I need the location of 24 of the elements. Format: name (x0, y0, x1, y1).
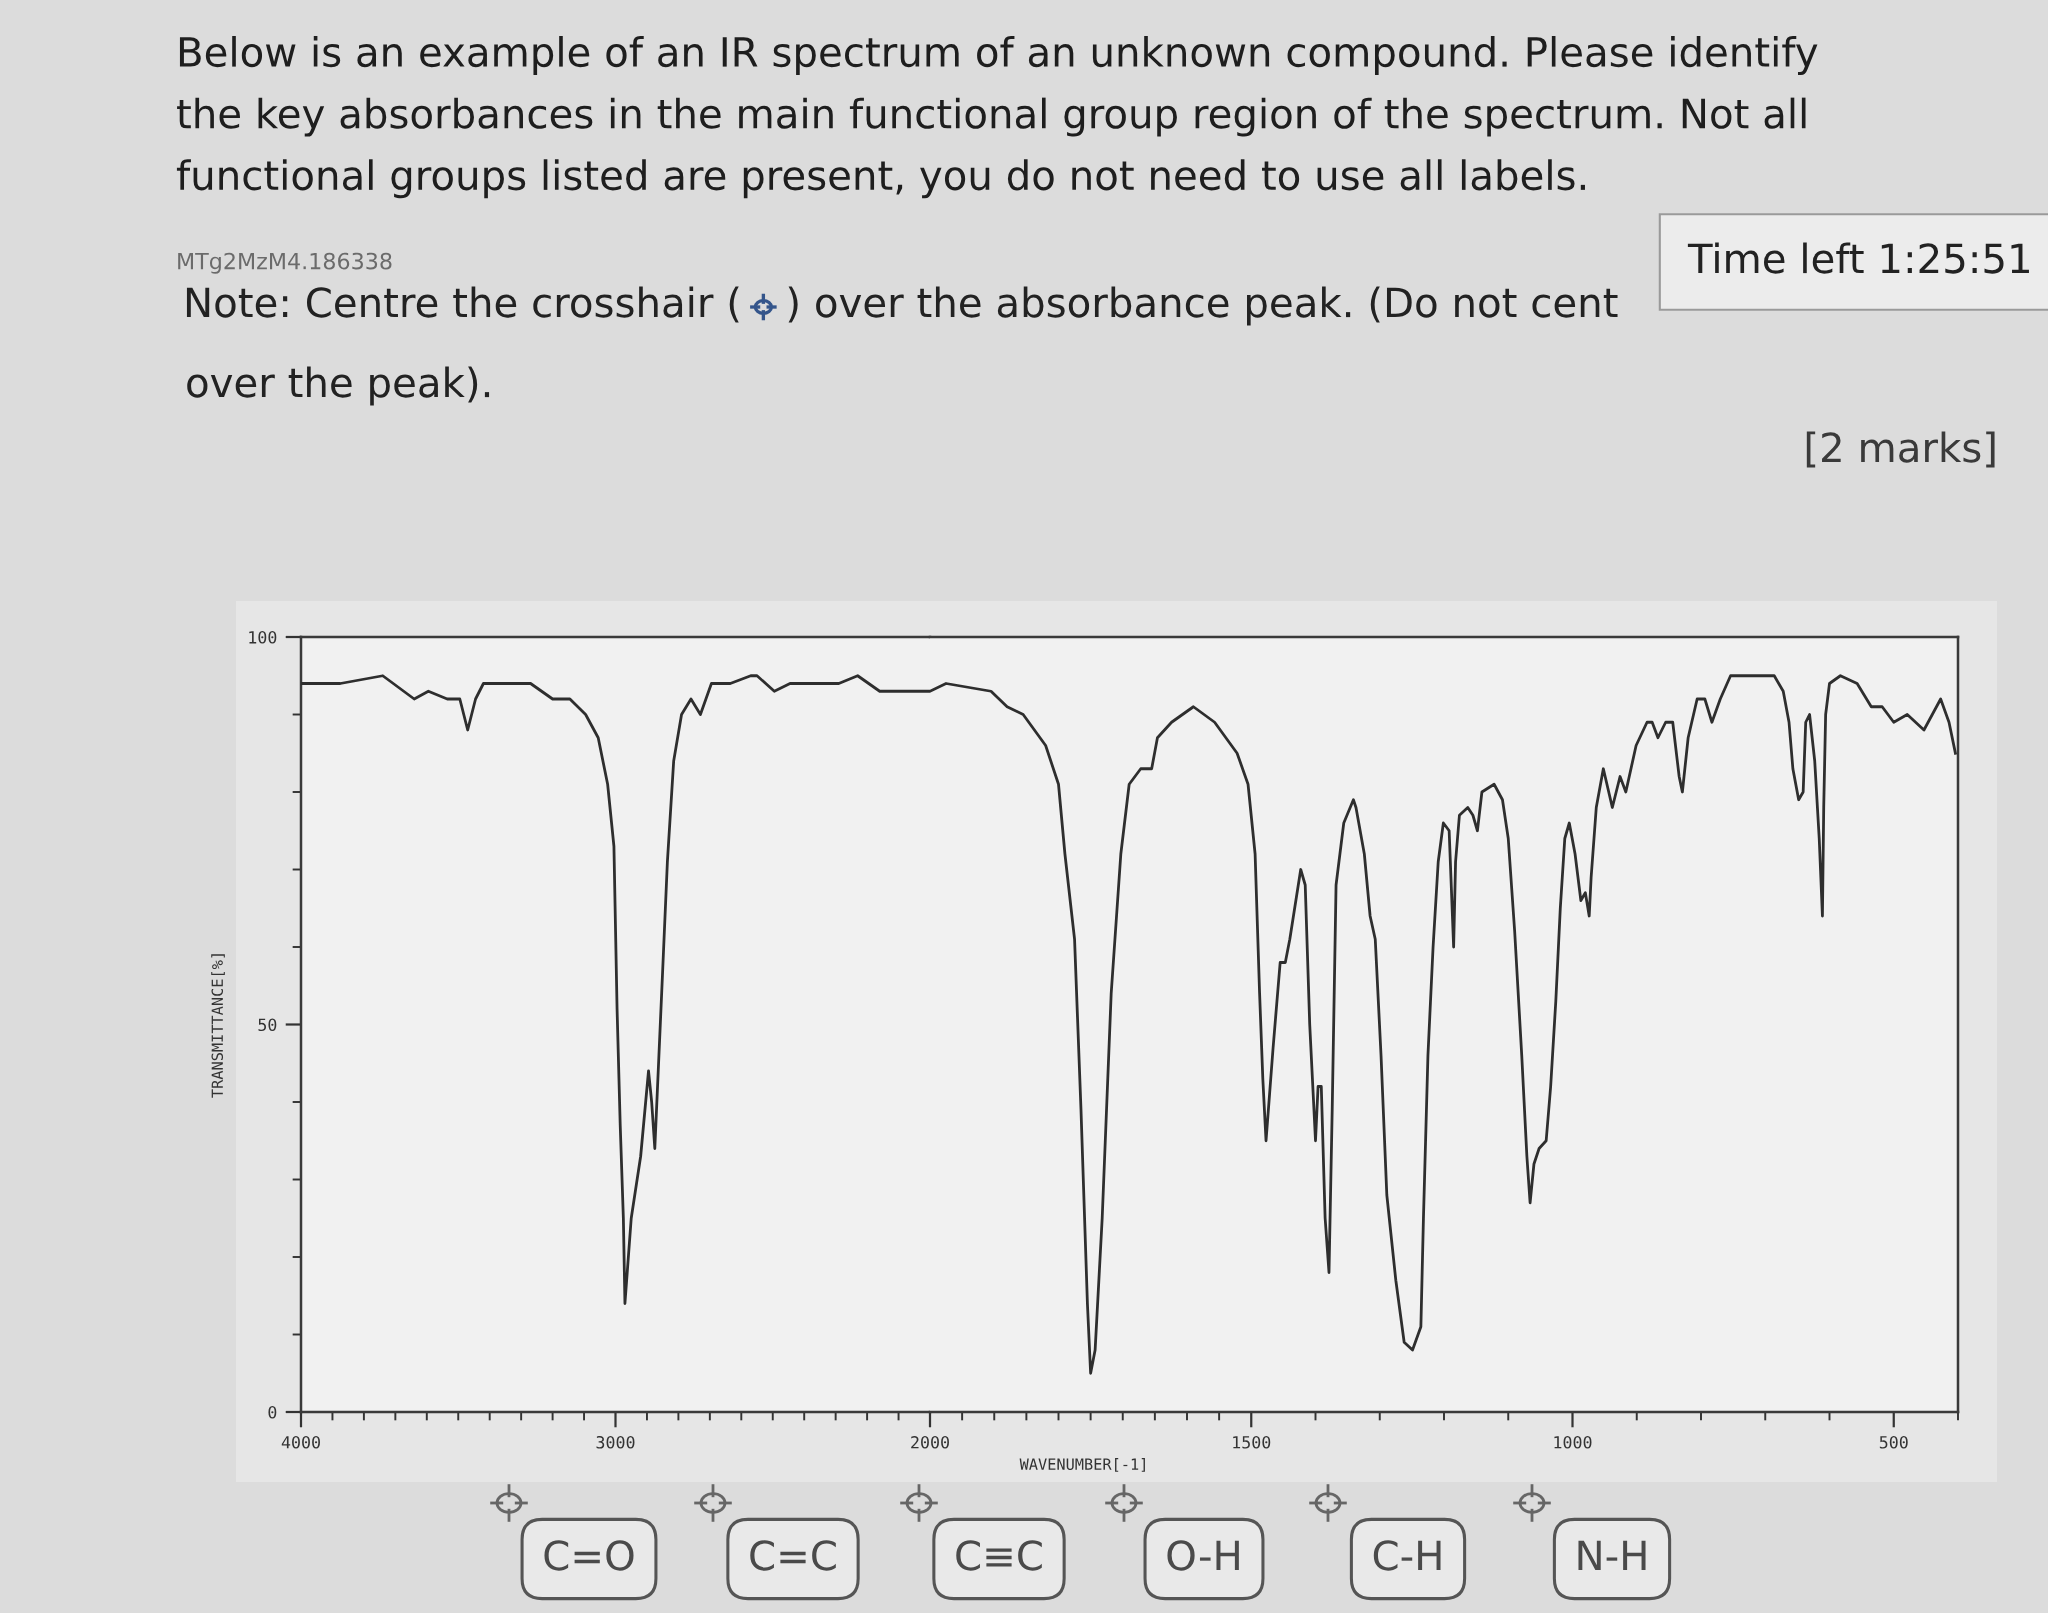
x-tick-label: 3000 (596, 1435, 635, 1449)
x-axis-title: WAVENUMBER[-1] (1019, 1458, 1145, 1472)
y-tick-label: 100 (249, 631, 277, 644)
text: MTg2MzM4.186338 (178, 252, 392, 274)
text: O-H (1167, 1540, 1239, 1571)
y-tick-label: 50 (258, 1018, 277, 1032)
text: Time left 1:25:51 (1687, 242, 2029, 274)
x-tick-label: 500 (1879, 1435, 1908, 1449)
text: C=C (750, 1540, 836, 1571)
chart-title: Below is an example of an IR spectrum of an unknown compound. Please identify the key absorbances in the main functional group region of the spectrum. Not all functional groups listed are present, you do not need to use all labels. (176, 36, 1818, 199)
text: Note: Centre the crosshair ( (186, 286, 739, 323)
text: N-H (1578, 1540, 1646, 1571)
x-tick-label: 4000 (281, 1435, 320, 1449)
text: C-H (1373, 1540, 1441, 1571)
text: C≡C (956, 1540, 1042, 1571)
y-tick-label: 0 (268, 1406, 277, 1419)
text: [2 marks] (1806, 431, 1995, 468)
text: C=O (544, 1540, 634, 1571)
text: ) over the absorbance peak. (Do not cent (788, 286, 1618, 326)
x-tick-label: 1000 (1554, 1435, 1592, 1449)
x-tick-label: 2000 (911, 1435, 949, 1449)
x-tick-label: 1500 (1233, 1435, 1271, 1449)
text: over the peak). (187, 366, 490, 406)
y-axis-title: TRANSMITTANCE[%] (211, 954, 225, 1098)
